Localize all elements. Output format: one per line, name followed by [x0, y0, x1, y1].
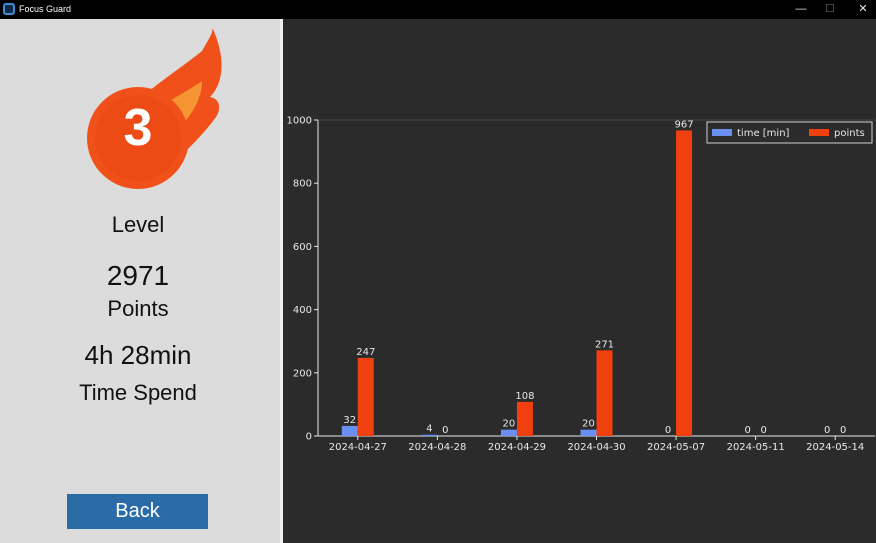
- bar-data-label: 108: [515, 391, 534, 402]
- points-bar: [676, 130, 693, 436]
- bar-data-label: 32: [343, 415, 356, 426]
- time-spent-label: Time Spend: [79, 380, 197, 405]
- y-tick-label: 200: [293, 368, 312, 379]
- bar-data-label: 0: [442, 425, 448, 436]
- points-bar: [357, 357, 374, 436]
- x-tick-label: 2024-04-30: [567, 442, 625, 453]
- time-bar: [421, 434, 438, 436]
- legend-label: points: [834, 128, 865, 139]
- legend-swatch-points: [809, 129, 829, 136]
- title-bar: Focus Guard — ☐ ✕: [0, 0, 876, 19]
- back-button[interactable]: Back: [67, 494, 208, 529]
- minimize-button[interactable]: —: [795, 3, 807, 15]
- points-bar: [516, 401, 533, 436]
- fire-icon: [87, 27, 222, 189]
- legend: [706, 121, 873, 144]
- y-tick-label: 0: [306, 432, 312, 443]
- x-tick-label: 2024-04-28: [408, 442, 466, 453]
- bar-chart: 020040060080010002024-04-27322472024-04-…: [287, 116, 875, 453]
- points-bar: [596, 350, 613, 436]
- bar-data-label: 0: [744, 425, 750, 436]
- y-tick-label: 600: [293, 242, 312, 253]
- bar-data-label: 0: [665, 425, 671, 436]
- bar-data-label: 20: [582, 419, 595, 430]
- divider: [280, 19, 283, 543]
- time-bar: [500, 429, 517, 436]
- bar-data-label: 0: [840, 425, 846, 436]
- y-tick-label: 800: [293, 179, 312, 190]
- time-bar: [580, 429, 597, 436]
- points-label: Points: [107, 296, 169, 321]
- x-tick-label: 2024-04-27: [329, 442, 387, 453]
- y-tick-label: 400: [293, 305, 312, 316]
- time-bar: [341, 425, 358, 436]
- legend-label: time [min]: [737, 128, 790, 139]
- bar-data-label: 247: [356, 347, 375, 358]
- x-tick-label: 2024-05-11: [727, 442, 785, 453]
- bar-data-label: 967: [675, 119, 694, 130]
- bar-data-label: 271: [595, 339, 614, 350]
- points-value: 2971: [106, 260, 170, 291]
- level-number: 3: [123, 99, 153, 157]
- x-tick-label: 2024-04-29: [488, 442, 546, 453]
- bar-data-label: 4: [426, 424, 432, 435]
- time-spent-value: 4h 28min: [84, 340, 192, 370]
- legend-swatch-time: [712, 129, 732, 136]
- app-icon: [3, 3, 15, 15]
- bar-data-label: 0: [824, 425, 830, 436]
- x-tick-label: 2024-05-07: [647, 442, 705, 453]
- level-label: Level: [111, 212, 165, 237]
- x-tick-label: 2024-05-14: [806, 442, 864, 453]
- bar-data-label: 0: [760, 425, 766, 436]
- y-tick-label: 1000: [287, 116, 312, 127]
- maximize-button[interactable]: ☐: [825, 3, 835, 15]
- close-button[interactable]: ✕: [858, 3, 868, 15]
- window-title: Focus Guard: [19, 4, 72, 14]
- bar-data-label: 20: [503, 419, 516, 430]
